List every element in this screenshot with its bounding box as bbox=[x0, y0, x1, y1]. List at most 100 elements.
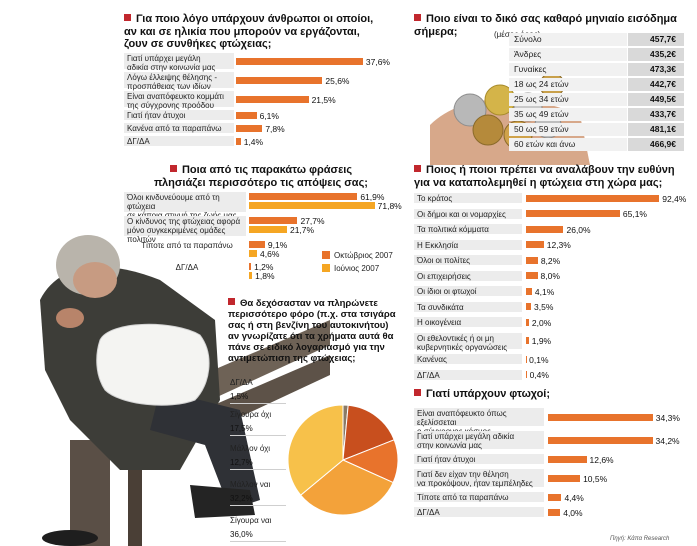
source-note: Πηγή: Κάπα Research bbox=[610, 536, 670, 542]
panel-working-age-poverty: Για ποιο λόγο υπάρχουν άνθρωποι οι οποίο… bbox=[124, 13, 398, 158]
table-row-label: 50 ως 59 ετών bbox=[514, 124, 569, 134]
row-background bbox=[414, 208, 522, 219]
table-row-value-bg bbox=[628, 33, 684, 46]
value-label: 12,6% bbox=[589, 454, 614, 465]
row-background bbox=[124, 192, 246, 212]
chart-title: Ποιο είναι το δικό σας καθαρό μηνιαίο ει… bbox=[414, 13, 677, 38]
bar-june bbox=[249, 250, 258, 257]
bar-october bbox=[249, 241, 265, 248]
chart-title: Θα δεχόσασταν να πληρώνετε περισσότερο φ… bbox=[228, 298, 396, 364]
table-row-value: 466,9€ bbox=[650, 139, 676, 149]
row-background bbox=[414, 408, 544, 426]
category-label: Λόγω έλλειψης θέλησης - προσπάθειας των … bbox=[127, 73, 217, 91]
value-label: 25,6% bbox=[325, 75, 350, 86]
legend-swatch-june bbox=[322, 264, 330, 272]
separator bbox=[230, 435, 286, 436]
row-background bbox=[414, 255, 522, 265]
category-label: Το κράτος bbox=[417, 194, 453, 203]
pie-slice bbox=[287, 404, 344, 496]
table-row-value-bg bbox=[628, 63, 684, 76]
table-row-label: Σύνολο bbox=[514, 34, 542, 44]
value-label: 21,5% bbox=[311, 94, 336, 105]
table-row-label-bg bbox=[509, 33, 627, 46]
table-row-value: 449,5€ bbox=[650, 94, 676, 104]
table-row-label-bg bbox=[509, 48, 627, 61]
value-label: 2,0% bbox=[531, 317, 552, 328]
value-label: 92,4% bbox=[662, 193, 687, 204]
separator bbox=[230, 505, 286, 506]
row-background bbox=[414, 369, 522, 380]
chart-title: Για ποιο λόγο υπάρχουν άνθρωποι οι οποίο… bbox=[124, 13, 374, 50]
table-row-label-bg bbox=[509, 138, 627, 151]
value-label: 0,1% bbox=[529, 354, 549, 365]
table-row-value: 435,2€ bbox=[650, 49, 676, 59]
table-row-label-bg bbox=[509, 78, 627, 91]
value-label: 6,1% bbox=[259, 110, 279, 121]
table-row-value-bg bbox=[628, 78, 684, 91]
table-row-value-bg bbox=[628, 108, 684, 121]
category-label: Η οικογένεια bbox=[417, 318, 462, 327]
bar bbox=[548, 474, 581, 482]
row-background bbox=[414, 492, 544, 502]
bar bbox=[526, 194, 660, 202]
chart-title: Γιατί υπάρχουν φτωχοί; bbox=[414, 388, 689, 401]
pie-slice bbox=[299, 459, 394, 516]
category-label: Κανένα από τα παραπάνω bbox=[127, 124, 222, 133]
value-label: 4,4% bbox=[564, 492, 584, 503]
bar bbox=[526, 241, 544, 248]
row-background bbox=[124, 216, 246, 236]
table-row-label-bg bbox=[509, 108, 627, 121]
panel-phrases: Ποια από τις παρακάτω φράσεις πλησιάζει … bbox=[124, 164, 402, 289]
bar bbox=[526, 355, 527, 363]
pie-value-label: 17,5% bbox=[230, 424, 253, 433]
row-background bbox=[414, 270, 522, 281]
pie-category-label: Σίγουρα όχι bbox=[230, 410, 272, 419]
category-label: Γιατί ήταν άτυχοι bbox=[417, 455, 476, 464]
value-label: 26,0% bbox=[566, 224, 591, 235]
chart-title: Ποιος ή ποιοι πρέπει να αναλάβουν την ευ… bbox=[414, 164, 675, 189]
pie-category-label: Μάλλον όχι bbox=[230, 444, 271, 453]
table-row-label: 18 ως 24 ετών bbox=[514, 79, 569, 89]
value-label: 1,4% bbox=[243, 136, 264, 147]
chart-title: Ποια από τις παρακάτω φράσεις πλησιάζει … bbox=[154, 164, 368, 189]
bar bbox=[526, 303, 532, 310]
value-label: 1,2% bbox=[254, 262, 274, 272]
panel-why-poor: Γιατί υπάρχουν φτωχοί; Είναι αναπόφευκτο… bbox=[414, 388, 689, 533]
value-label: 1,8% bbox=[255, 271, 275, 281]
value-label: 21,7% bbox=[289, 225, 315, 235]
bar-june bbox=[249, 272, 253, 279]
bar-october bbox=[249, 217, 298, 224]
bar bbox=[526, 225, 564, 233]
category-label: Οι δήμοι και οι νομαρχίες bbox=[417, 209, 506, 219]
bar bbox=[236, 111, 257, 119]
table-row-label: Γυναίκες bbox=[514, 64, 547, 74]
table-row-value-bg bbox=[628, 123, 684, 136]
row-background bbox=[414, 507, 544, 517]
legend-label-june: Ιούνιος 2007 bbox=[334, 264, 380, 273]
bar bbox=[236, 95, 309, 103]
category-label: Γιατί δεν είχαν την θέληση να προκόψουν,… bbox=[417, 470, 533, 488]
row-background bbox=[124, 91, 234, 107]
bar-june bbox=[249, 226, 287, 233]
table-row-value: 442,7€ bbox=[650, 79, 676, 89]
bar-october bbox=[249, 193, 358, 200]
bar-october bbox=[249, 263, 252, 270]
row-background bbox=[414, 454, 544, 464]
row-background bbox=[414, 239, 522, 250]
category-label: Οι ίδιοι οι φτωχοί bbox=[417, 287, 477, 296]
bar-june bbox=[249, 202, 375, 209]
category-label: Οι επιχειρήσεις bbox=[417, 271, 471, 281]
row-background bbox=[414, 469, 544, 487]
pie-category-label: Μάλλον ναι bbox=[230, 480, 271, 489]
value-label: 0,4% bbox=[529, 370, 549, 380]
category-label: Είναι αναπόφευκτο κομμάτι της σύγχρονης … bbox=[127, 92, 224, 110]
value-label: 34,2% bbox=[655, 435, 680, 446]
row-background bbox=[414, 354, 522, 364]
value-label: 4,1% bbox=[534, 286, 555, 297]
row-background bbox=[124, 53, 234, 69]
category-label: Τα πολιτικά κόμματα bbox=[417, 225, 489, 234]
row-background bbox=[414, 431, 544, 449]
row-background bbox=[414, 224, 522, 234]
bar bbox=[526, 371, 527, 378]
row-background bbox=[124, 123, 234, 133]
